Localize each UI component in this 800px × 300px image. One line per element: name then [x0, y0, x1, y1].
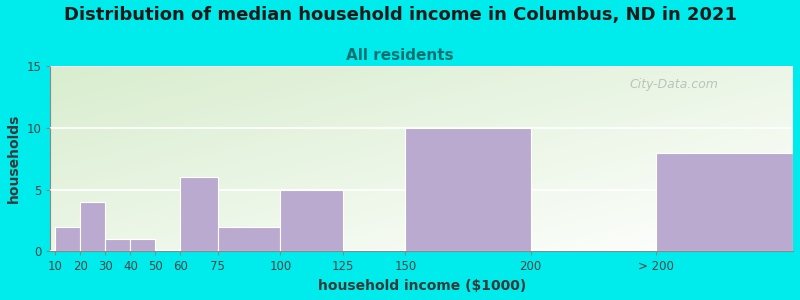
Bar [106, 239, 130, 251]
Bar [181, 177, 218, 251]
Y-axis label: households: households [7, 114, 21, 203]
Bar [281, 190, 343, 251]
Bar [55, 227, 81, 251]
Text: City-Data.com: City-Data.com [630, 78, 718, 91]
Bar [81, 202, 106, 251]
Bar [218, 227, 281, 251]
Bar [130, 239, 155, 251]
Bar [655, 152, 793, 251]
Text: All residents: All residents [346, 48, 454, 63]
Text: Distribution of median household income in Columbus, ND in 2021: Distribution of median household income … [63, 6, 737, 24]
Bar [406, 128, 530, 251]
X-axis label: household income ($1000): household income ($1000) [318, 279, 526, 293]
